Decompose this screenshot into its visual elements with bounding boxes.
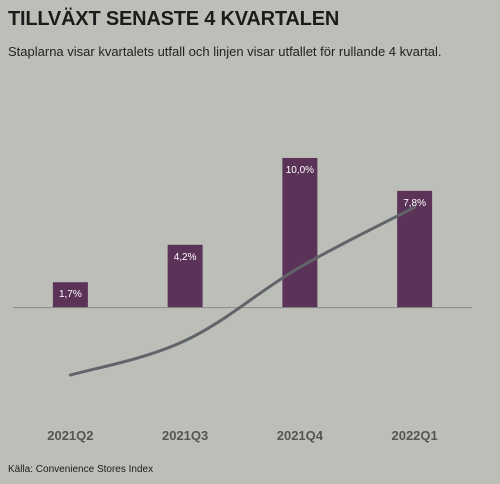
- source-note: Källa: Convenience Stores Index: [8, 464, 154, 475]
- bar-2021Q4: [282, 157, 318, 308]
- bar-2021Q2: [52, 282, 88, 308]
- x-tick-2022Q1: 2022Q1: [391, 428, 437, 443]
- chart-title: TILLVÄXT SENASTE 4 KVARTALEN: [8, 8, 340, 30]
- bars-layer: [52, 157, 433, 308]
- bar-labels-layer: 1,7% 4,2% 10,0% 7,8%: [59, 165, 426, 300]
- bar-label-2021Q4: 10,0%: [286, 165, 314, 176]
- rolling-4q-line: [68, 205, 417, 377]
- x-tick-2021Q2: 2021Q2: [47, 428, 93, 443]
- chart-subtitle: Staplarna visar kvartalets utfall och li…: [8, 44, 442, 59]
- line-layer: [68, 205, 417, 377]
- bar-label-2021Q2: 1,7%: [59, 289, 82, 300]
- bar-2021Q3: [167, 244, 203, 308]
- x-tick-2021Q3: 2021Q3: [162, 428, 208, 443]
- bar-label-2021Q3: 4,2%: [174, 252, 197, 263]
- bar-label-2022Q1: 7,8%: [403, 198, 426, 209]
- x-tick-2021Q4: 2021Q4: [277, 428, 324, 443]
- x-tick-labels: 2021Q2 2021Q3 2021Q4 2022Q1: [47, 428, 438, 443]
- bar-2022Q1: [397, 190, 433, 308]
